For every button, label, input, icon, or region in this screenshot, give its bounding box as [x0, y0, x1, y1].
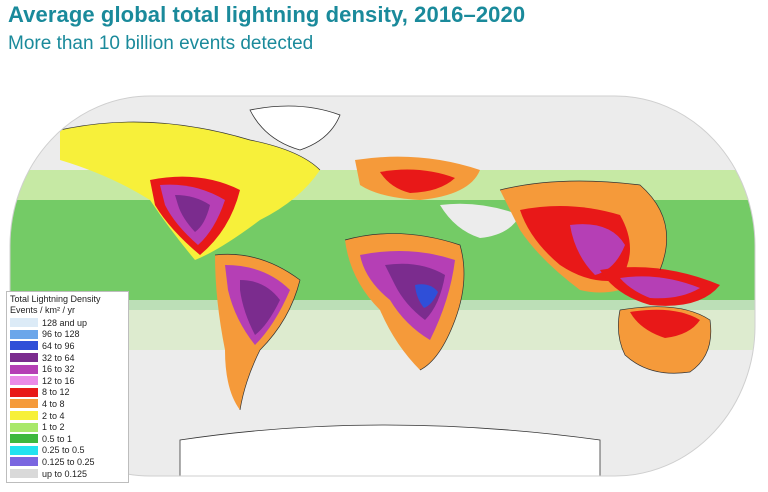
- legend-swatch: [10, 376, 38, 386]
- legend-label: 2 to 4: [42, 410, 65, 421]
- legend-label: 1 to 2: [42, 422, 65, 433]
- page-title: Average global total lightning density, …: [8, 2, 526, 27]
- legend-item: 4 to 8: [10, 398, 125, 410]
- legend-swatch: [10, 469, 38, 479]
- legend-label: up to 0.125: [42, 468, 88, 479]
- legend-label: 0.125 to 0.25: [42, 456, 95, 467]
- legend-swatch: [10, 341, 38, 351]
- legend-label: 0.25 to 0.5: [42, 445, 85, 456]
- legend-item: 12 to 16: [10, 375, 125, 387]
- legend-swatch: [10, 422, 38, 432]
- legend-item: 64 to 96: [10, 340, 125, 352]
- legend-item: 8 to 12: [10, 387, 125, 399]
- legend-item: 16 to 32: [10, 363, 125, 375]
- legend-item: 96 to 128: [10, 329, 125, 341]
- legend-swatch: [10, 399, 38, 409]
- legend-item: 1 to 2: [10, 421, 125, 433]
- legend-swatch: [10, 434, 38, 444]
- legend-item: 0.125 to 0.25: [10, 456, 125, 468]
- legend-label: 128 and up: [42, 317, 88, 328]
- legend-label: 0.5 to 1: [42, 433, 73, 444]
- legend-swatch: [10, 329, 38, 339]
- legend-item: 0.25 to 0.5: [10, 445, 125, 457]
- legend-item: 128 and up: [10, 317, 125, 329]
- legend-units: Events / km² / yr: [10, 305, 76, 315]
- legend-item: 2 to 4: [10, 410, 125, 422]
- legend-label: 64 to 96: [42, 340, 75, 351]
- legend-swatch: [10, 364, 38, 374]
- legend-swatch: [10, 457, 38, 467]
- legend-label: 16 to 32: [42, 364, 75, 375]
- page-subtitle: More than 10 billion events detected: [8, 33, 314, 54]
- map-legend: Total Lightning Density Events / km² / y…: [6, 291, 129, 484]
- legend-swatch: [10, 387, 38, 397]
- legend-item: up to 0.125: [10, 468, 125, 480]
- legend-label: 12 to 16: [42, 375, 75, 386]
- legend-swatch: [10, 318, 38, 328]
- legend-label: 4 to 8: [42, 398, 65, 409]
- legend-swatch: [10, 445, 38, 455]
- legend-title: Total Lightning Density: [10, 294, 101, 304]
- legend-label: 32 to 64: [42, 352, 75, 363]
- legend-label: 96 to 128: [42, 329, 80, 340]
- legend-items: 128 and up 96 to 128 64 to 96 32 to 64 16 to…: [10, 317, 125, 479]
- legend-label: 8 to 12: [42, 387, 70, 398]
- legend-swatch: [10, 353, 38, 363]
- legend-swatch: [10, 411, 38, 421]
- legend-item: 32 to 64: [10, 352, 125, 364]
- legend-item: 0.5 to 1: [10, 433, 125, 445]
